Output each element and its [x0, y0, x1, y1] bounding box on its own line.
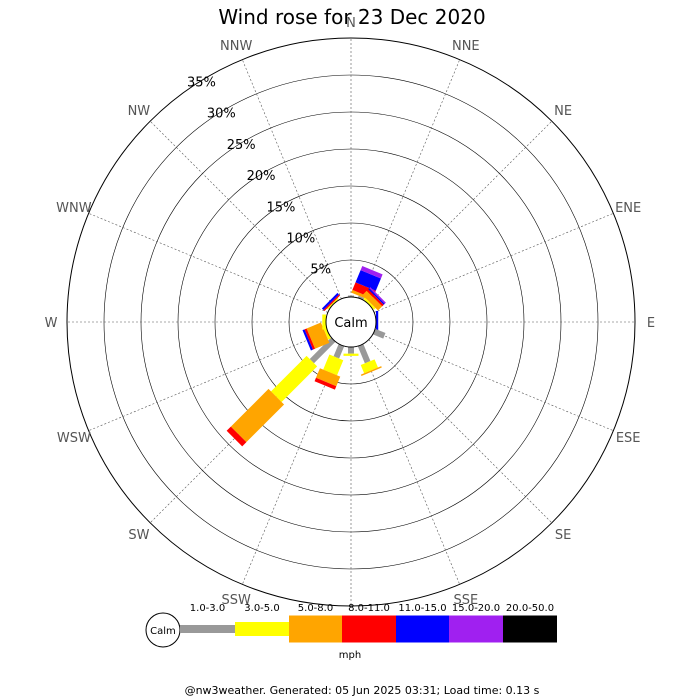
legend-bins: 1.0-3.0 3.0-5.0 5.0-8.0 8.0-11.0 11.0-15.0 15… — [180, 603, 557, 643]
legend-label-8.0-11.0: 8.0-11.0 — [348, 603, 390, 614]
bar-ne-15.0-20.0 — [369, 287, 386, 304]
bar-ssw-1.0-3.0 — [333, 343, 345, 359]
spoke-nne — [360, 59, 460, 300]
bar-nne-8.0-11.0 — [352, 282, 376, 299]
legend-swatch-15.0-20.0 — [449, 615, 503, 643]
spoke-wnw — [88, 213, 329, 313]
legend-label-15.0-20.0: 15.0-20.0 — [452, 603, 500, 614]
spoke-ssw — [242, 344, 342, 585]
direction-label-se: SE — [555, 528, 571, 543]
spoke-nw — [149, 120, 334, 305]
footer-text: @nw3weather. Generated: 05 Jun 2025 03:3… — [185, 684, 540, 697]
direction-spokes — [67, 38, 635, 606]
bar-wsw-5.0-8.0 — [306, 322, 330, 349]
direction-label-ene: ENE — [615, 201, 641, 216]
bar-nne-11.0-15.0 — [355, 270, 381, 291]
bar-sw-1.0-3.0 — [309, 337, 336, 364]
legend-label-1.0-3.0: 1.0-3.0 — [190, 603, 225, 614]
legend-label-5.0-8.0: 5.0-8.0 — [298, 603, 333, 614]
bar-nw-11.0-15.0 — [321, 292, 340, 311]
ring-label-25: 25% — [227, 138, 256, 153]
speed-legend: Calm 1.0-3.0 3.0-5.0 5.0-8.0 8.0-11.0 11.0-1… — [145, 603, 557, 661]
spoke-nnw — [242, 59, 342, 300]
legend-swatch-8.0-11.0 — [342, 615, 396, 643]
bar-nne-15.0-20.0 — [360, 265, 383, 279]
direction-label-wsw: WSW — [57, 431, 91, 446]
bar-ne-8.0-11.0 — [366, 289, 384, 307]
wind-bars — [226, 265, 386, 447]
bar-sw-5.0-8.0 — [230, 388, 285, 443]
legend-label-11.0-15.0: 11.0-15.0 — [398, 603, 446, 614]
spoke-wsw — [88, 331, 329, 431]
direction-label-sw: SW — [128, 528, 149, 543]
calm-label: Calm — [334, 316, 367, 331]
spoke-se — [368, 339, 553, 524]
legend-label-3.0-5.0: 3.0-5.0 — [244, 603, 279, 614]
legend-unit: mph — [339, 650, 361, 661]
legend-swatch-3.0-5.0 — [235, 622, 289, 636]
bar-ne-5.0-8.0 — [362, 290, 383, 311]
spoke-sse — [360, 344, 460, 585]
ring-label-5: 5% — [310, 263, 331, 278]
ring-label-20: 20% — [247, 169, 276, 184]
spoke-ene — [373, 213, 614, 313]
ring-label-35: 35% — [187, 75, 216, 90]
chart-title: Wind rose for 23 Dec 2020 — [218, 5, 485, 29]
bar-sw-8.0-11.0 — [226, 426, 247, 447]
direction-label-nne: NNE — [452, 39, 480, 54]
ring-label-10: 10% — [286, 232, 315, 247]
direction-labels: NNNENEENEEESESESSESSSWSWWSWWWNWNWNNW — [45, 16, 656, 631]
calm-circle — [325, 296, 377, 348]
bar-wsw-11.0-15.0 — [302, 329, 313, 351]
ring-label-15: 15% — [266, 200, 295, 215]
direction-label-wnw: WNW — [56, 201, 92, 216]
direction-label-ssw: SSW — [222, 593, 252, 608]
spoke-ese — [373, 331, 614, 431]
percent-labels: 5% 10% 15% 20% 25% 30% 35% — [187, 75, 331, 277]
direction-label-ne: NE — [554, 104, 572, 119]
bar-nw-8.0-11.0 — [323, 294, 341, 312]
direction-label-ese: ESE — [616, 431, 641, 446]
legend-calm-label: Calm — [150, 626, 176, 637]
legend-swatch-5.0-8.0 — [289, 615, 342, 643]
legend-swatch-11.0-15.0 — [396, 615, 449, 643]
bar-sse-5.0-8.0 — [360, 366, 382, 376]
grid-ring — [214, 185, 488, 459]
direction-label-n: N — [346, 16, 356, 31]
outer-ring — [66, 37, 636, 607]
bar-sse-1.0-3.0 — [357, 343, 371, 364]
ring-label-30: 30% — [207, 107, 236, 122]
bar-ese-1.0-3.0 — [372, 328, 386, 339]
legend-swatch-20.0-50.0 — [503, 615, 557, 643]
direction-label-nw: NW — [128, 104, 151, 119]
bar-ssw-3.0-5.0 — [323, 354, 344, 376]
direction-label-w: W — [45, 316, 58, 331]
legend-swatch-1.0-3.0 — [180, 625, 235, 633]
bar-wsw-8.0-11.0 — [304, 328, 316, 350]
bar-sw-3.0-5.0 — [270, 355, 318, 403]
bar-ssw-8.0-11.0 — [314, 377, 337, 390]
bar-sse-3.0-5.0 — [360, 359, 378, 374]
spoke-ne — [368, 120, 553, 305]
direction-label-nnw: NNW — [220, 39, 252, 54]
bar-nne-5.0-8.0 — [351, 289, 373, 302]
direction-label-e: E — [647, 316, 655, 331]
bar-ssw-5.0-8.0 — [315, 368, 341, 387]
legend-label-20.0-50.0: 20.0-50.0 — [506, 603, 554, 614]
direction-label-sse: SSE — [453, 593, 478, 608]
bar-ne-11.0-15.0 — [368, 288, 385, 305]
